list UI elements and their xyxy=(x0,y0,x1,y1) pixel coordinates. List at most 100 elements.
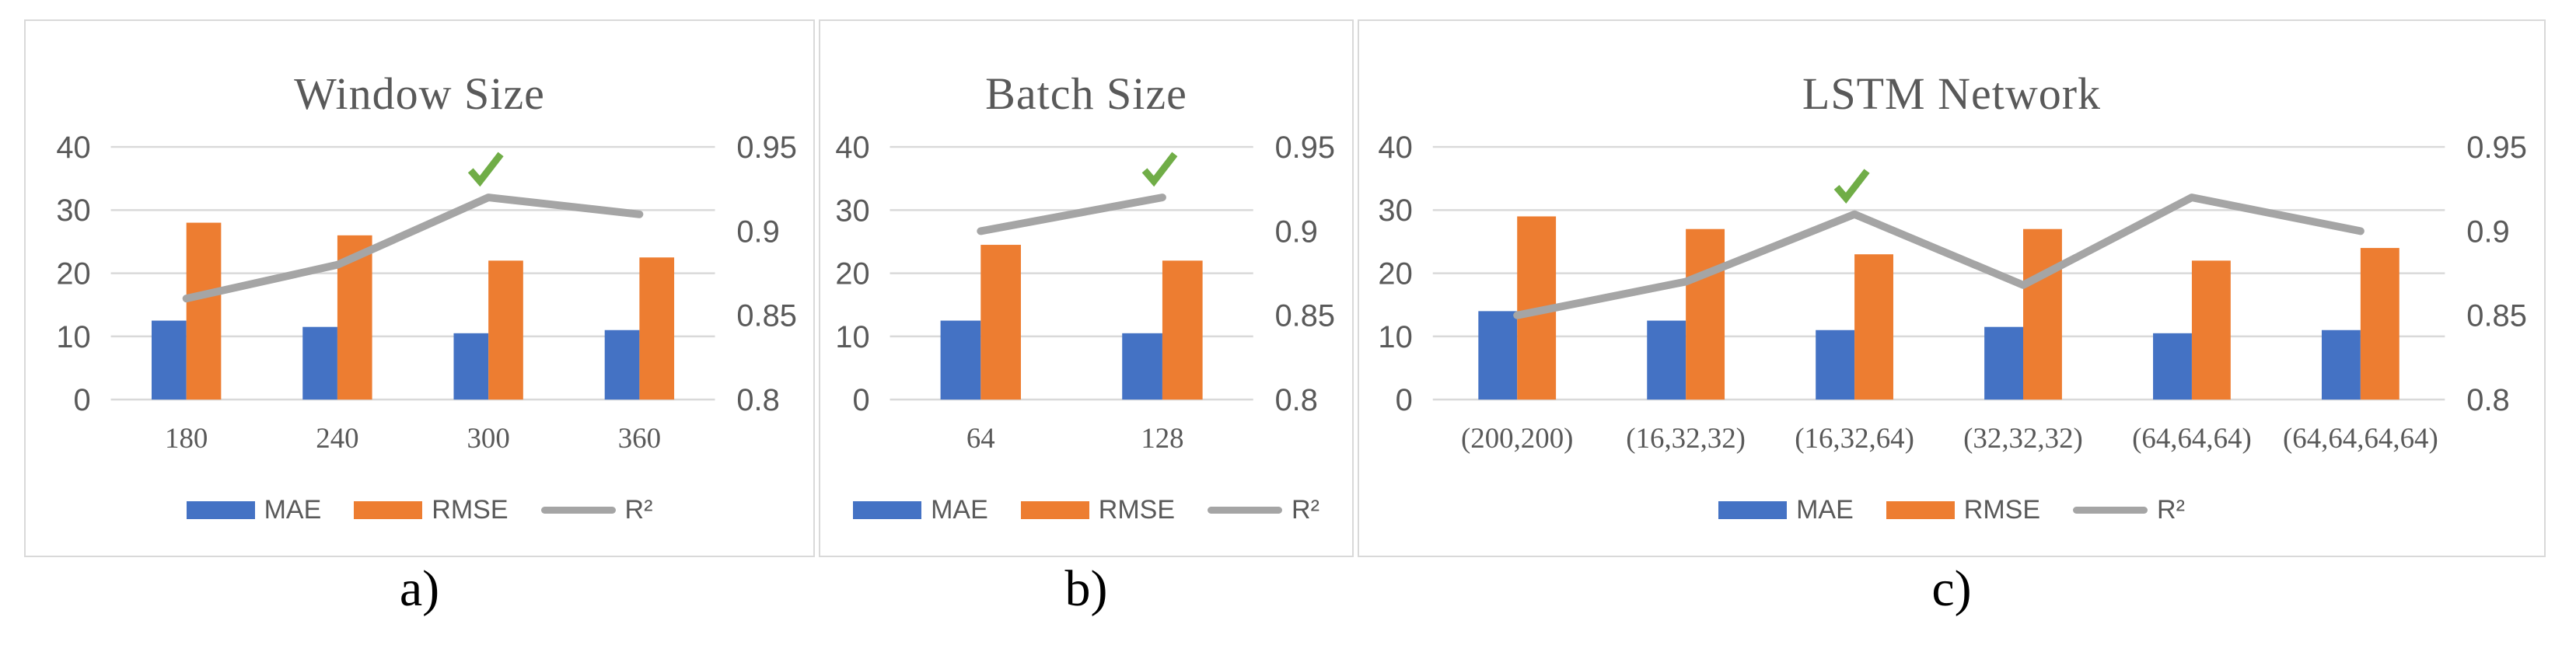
category-label: (16,32,64) xyxy=(1795,422,1914,454)
rmse-bar xyxy=(488,260,523,400)
left-axis-tick-label: 0 xyxy=(74,383,91,417)
category-label: (64,64,64,64) xyxy=(2283,422,2438,454)
r2-line-swatch-icon xyxy=(2073,507,2148,514)
mae-swatch-icon xyxy=(1718,501,1788,519)
left-axis-tick-label: 40 xyxy=(1378,131,1412,165)
chart-legend: MAE RMSE R² xyxy=(820,495,1352,525)
right-axis-tick-label: 0.85 xyxy=(2466,299,2527,333)
lstm-network-plot: 40 30 20 10 0 0.95 0.9 0.85 0.8 (200,200) (16,32,3… xyxy=(1378,131,2527,454)
subfigure-caption-b: b) xyxy=(1064,560,1108,617)
category-label: 360 xyxy=(618,422,661,454)
legend-item-r2: R² xyxy=(1208,495,1319,525)
mae-bar xyxy=(1647,320,1686,400)
rmse-bar xyxy=(1162,260,1203,400)
mae-legend-label: MAE xyxy=(931,495,988,525)
left-axis-tick-label: 20 xyxy=(835,257,869,291)
right-axis-tick-label: 0.95 xyxy=(736,131,797,165)
category-label: (16,32,32) xyxy=(1626,422,1746,454)
rmse-swatch-icon xyxy=(1886,501,1955,519)
right-axis-tick-label: 0.85 xyxy=(736,299,797,333)
r2-legend-label: R² xyxy=(624,495,653,525)
right-axis-tick-label: 0.85 xyxy=(1275,299,1335,333)
rmse-bar xyxy=(639,257,675,400)
left-axis-tick-label: 30 xyxy=(835,194,869,228)
window-size-plot: 40 30 20 10 0 0.95 0.9 0.85 0.8 180 240 300 360 xyxy=(56,131,797,454)
r2-legend-label: R² xyxy=(1291,495,1319,525)
mae-bar xyxy=(2153,333,2192,400)
right-axis-tick-label: 0.8 xyxy=(2466,383,2509,417)
r2-line xyxy=(182,194,644,303)
left-axis-tick-label: 30 xyxy=(56,194,90,228)
legend-item-rmse: RMSE xyxy=(354,495,509,525)
subfigure-caption-c: c) xyxy=(1931,560,1972,617)
legend-item-rmse: RMSE xyxy=(1020,495,1176,525)
left-axis-tick-label: 20 xyxy=(56,257,90,291)
chart-legend: MAE RMSE R² xyxy=(1359,495,2544,525)
mae-bar xyxy=(302,326,337,400)
mae-swatch-icon xyxy=(853,501,922,519)
rmse-bar xyxy=(1854,254,1893,400)
right-axis-tick-label: 0.8 xyxy=(736,383,779,417)
mae-bar xyxy=(940,320,981,400)
category-label: 128 xyxy=(1141,422,1183,454)
left-axis-tick-label: 10 xyxy=(835,320,869,354)
chart-title: LSTM Network xyxy=(1802,68,2102,119)
r2-legend-label: R² xyxy=(2157,495,2185,525)
mae-bar xyxy=(453,333,489,400)
best-checkmark-icon xyxy=(1833,169,1870,204)
r2-line-swatch-icon xyxy=(540,507,616,514)
right-axis-tick-label: 0.95 xyxy=(1275,131,1335,165)
chart-panel-lstm-network: 40 30 20 10 0 0.95 0.9 0.85 0.8 (200,200) (16,32,3… xyxy=(1358,19,2546,557)
rmse-bar xyxy=(2023,228,2062,400)
rmse-bar xyxy=(2360,248,2399,400)
left-axis-tick-label: 20 xyxy=(1378,257,1412,291)
mae-legend-label: MAE xyxy=(1796,495,1854,525)
category-label: 180 xyxy=(165,422,208,454)
legend-item-rmse: RMSE xyxy=(1886,495,2040,525)
rmse-swatch-icon xyxy=(1020,501,1089,519)
mae-bar xyxy=(2321,329,2361,400)
r2-line xyxy=(977,194,1166,235)
chart-legend: MAE RMSE R² xyxy=(26,495,813,525)
left-axis-tick-label: 40 xyxy=(56,131,90,165)
mae-bar xyxy=(1478,311,1518,400)
right-axis-tick-label: 0.9 xyxy=(736,214,779,249)
left-axis-tick-label: 40 xyxy=(835,131,869,165)
legend-item-mae: MAE xyxy=(853,495,988,525)
best-checkmark-icon xyxy=(467,152,504,187)
r2-line xyxy=(1513,194,2365,319)
mae-bar xyxy=(604,329,640,400)
chart-title: Window Size xyxy=(294,68,545,119)
left-axis-tick-label: 0 xyxy=(1396,383,1413,417)
rmse-legend-label: RMSE xyxy=(1098,495,1176,525)
mae-bar xyxy=(1122,333,1162,400)
rmse-bar xyxy=(980,245,1021,400)
category-label: 64 xyxy=(966,422,995,454)
rmse-legend-label: RMSE xyxy=(1963,495,2041,525)
left-axis-tick-label: 10 xyxy=(56,320,90,354)
subfigure-caption-a: a) xyxy=(399,560,440,617)
category-label: 240 xyxy=(316,422,358,454)
right-axis-tick-label: 0.8 xyxy=(1275,383,1318,417)
left-axis-tick-label: 10 xyxy=(1378,320,1412,354)
mae-swatch-icon xyxy=(186,501,255,519)
right-axis-tick-label: 0.9 xyxy=(1275,214,1318,249)
legend-item-mae: MAE xyxy=(1718,495,1854,525)
mae-legend-label: MAE xyxy=(264,495,322,525)
rmse-legend-label: RMSE xyxy=(432,495,509,525)
rmse-bar xyxy=(2191,260,2231,400)
chart-panel-batch-size: 40 30 20 10 0 0.95 0.9 0.85 0.8 64 128 Batch Size … xyxy=(819,19,1354,557)
chart-title: Batch Size xyxy=(985,68,1187,119)
rmse-swatch-icon xyxy=(354,501,423,519)
right-axis-tick-label: 0.95 xyxy=(2466,131,2527,165)
category-label: (32,32,32) xyxy=(1963,422,2083,454)
category-label: (64,64,64) xyxy=(2132,422,2252,454)
r2-line-swatch-icon xyxy=(1208,507,1283,514)
mae-bar xyxy=(1984,326,2024,400)
legend-item-mae: MAE xyxy=(186,495,322,525)
legend-item-r2: R² xyxy=(2073,495,2185,525)
mae-bar xyxy=(1816,329,1855,400)
batch-size-plot: 40 30 20 10 0 0.95 0.9 0.85 0.8 64 128 xyxy=(835,131,1335,454)
category-label: 300 xyxy=(467,422,510,454)
rmse-bar xyxy=(1686,228,1725,400)
